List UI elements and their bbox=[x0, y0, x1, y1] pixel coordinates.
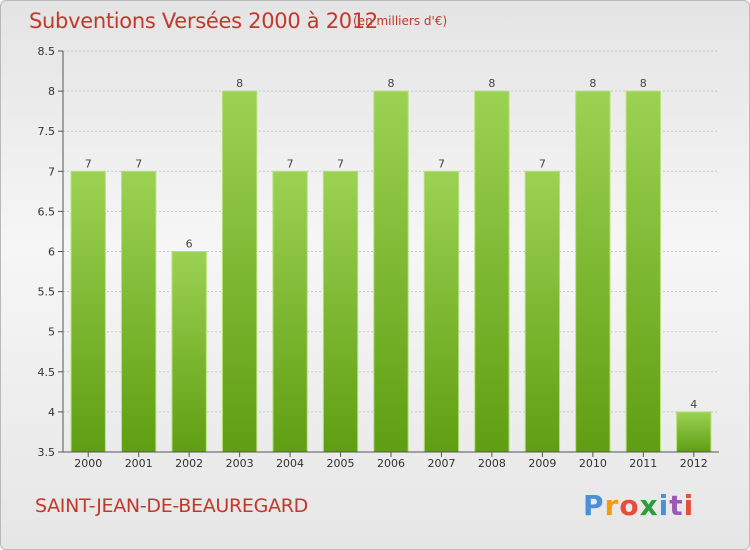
y-tick-label: 4.5 bbox=[38, 366, 56, 379]
x-tick-label: 2003 bbox=[226, 457, 254, 470]
data-label: 7 bbox=[287, 157, 294, 170]
data-label: 6 bbox=[186, 238, 193, 251]
bar-2002 bbox=[171, 251, 207, 453]
y-tick-label: 8 bbox=[48, 85, 55, 98]
axes: 3.5 4 4.5 5 5.5 6 6.5 7 7.5 8 8.5 7 2000 7 2001 6 2002 8 2… bbox=[38, 45, 719, 470]
data-label: 8 bbox=[589, 77, 596, 90]
logo-letter: o bbox=[619, 489, 640, 522]
data-label: 7 bbox=[438, 157, 445, 170]
bar-2005 bbox=[322, 170, 359, 453]
x-tick-label: 2010 bbox=[579, 457, 607, 470]
bar-2007 bbox=[423, 170, 460, 453]
y-tick-label: 4 bbox=[48, 406, 55, 419]
data-label: 8 bbox=[640, 77, 647, 90]
data-label: 7 bbox=[539, 157, 546, 170]
bars bbox=[70, 90, 712, 453]
data-label: 8 bbox=[388, 77, 395, 90]
y-tick-label: 3.5 bbox=[38, 446, 56, 459]
data-label: 7 bbox=[135, 157, 142, 170]
data-label: 8 bbox=[488, 77, 495, 90]
y-tick-label: 7.5 bbox=[38, 125, 56, 138]
y-tick-label: 8.5 bbox=[38, 45, 56, 58]
x-tick-label: 2000 bbox=[74, 457, 102, 470]
chart-title: Subventions Versées 2000 à 2012 bbox=[29, 9, 378, 33]
logo-letter: P bbox=[583, 489, 605, 522]
bar-2000 bbox=[70, 170, 106, 453]
bar-2004 bbox=[272, 170, 308, 453]
x-tick-label: 2008 bbox=[478, 457, 506, 470]
x-tick-label: 2007 bbox=[427, 457, 455, 470]
chart-subtitle: (en milliers d'€) bbox=[353, 14, 448, 28]
y-tick-label: 7 bbox=[48, 165, 55, 178]
bar-2006 bbox=[373, 90, 409, 453]
data-label: 8 bbox=[236, 77, 243, 90]
bar-2012 bbox=[676, 411, 712, 453]
bar-2001 bbox=[121, 170, 157, 453]
x-tick-label: 2005 bbox=[327, 457, 355, 470]
x-tick-label: 2011 bbox=[629, 457, 657, 470]
data-label: 4 bbox=[690, 398, 697, 411]
proxiti-logo[interactable]: Proxiti bbox=[583, 489, 694, 522]
bar-2010 bbox=[575, 90, 611, 453]
logo-letter: r bbox=[604, 489, 620, 522]
x-tick-label: 2004 bbox=[276, 457, 304, 470]
y-tick-label: 6.5 bbox=[38, 205, 56, 218]
y-tick-label: 6 bbox=[48, 246, 55, 259]
bar-2003 bbox=[221, 90, 258, 453]
logo-letter: i bbox=[658, 489, 670, 522]
bar-2009 bbox=[524, 170, 561, 453]
x-tick-label: 2001 bbox=[125, 457, 153, 470]
data-label: 7 bbox=[337, 157, 344, 170]
logo-letter: x bbox=[639, 489, 659, 522]
y-tick-label: 5 bbox=[48, 326, 55, 339]
y-tick-label: 5.5 bbox=[38, 286, 56, 299]
x-tick-label: 2002 bbox=[175, 457, 203, 470]
x-tick-label: 2012 bbox=[680, 457, 708, 470]
logo-letter: i bbox=[683, 489, 695, 522]
commune-name: SAINT-JEAN-DE-BEAUREGARD bbox=[35, 495, 308, 517]
x-tick-label: 2006 bbox=[377, 457, 405, 470]
bar-2011 bbox=[625, 90, 661, 453]
logo-letter: t bbox=[669, 489, 684, 522]
data-label: 7 bbox=[85, 157, 92, 170]
bar-2008 bbox=[474, 90, 510, 453]
x-tick-label: 2009 bbox=[528, 457, 556, 470]
